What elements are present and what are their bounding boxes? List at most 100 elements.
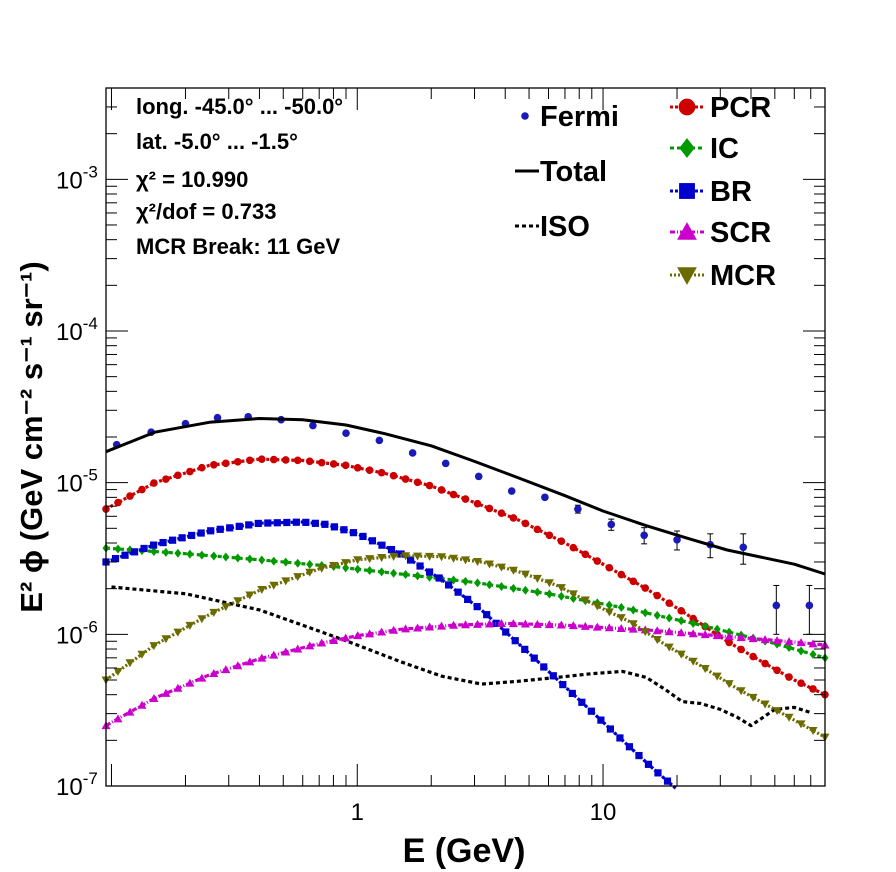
axes-layer: 1 10 10-7 10-6 10-5 10-4 10-3	[56, 87, 826, 826]
fermi-point	[342, 429, 350, 437]
pcr-marker	[437, 486, 446, 494]
scr-marker	[281, 647, 291, 656]
fermi-point	[541, 493, 549, 502]
br-marker	[292, 518, 300, 526]
pcr-marker	[293, 456, 302, 465]
pcr-marker	[533, 525, 542, 534]
br-marker	[492, 619, 500, 627]
legend-marker-shape	[677, 222, 697, 240]
ic-marker	[114, 544, 122, 554]
mcr-marker	[125, 659, 135, 668]
fermi-point	[375, 436, 384, 445]
br-marker	[644, 760, 653, 768]
pcr-marker	[641, 584, 650, 592]
br-marker	[387, 545, 396, 554]
scr-marker	[556, 620, 566, 629]
pcr-marker	[186, 467, 194, 476]
pcr-marker	[773, 666, 781, 675]
br-marker	[616, 734, 624, 742]
ic-marker	[150, 547, 158, 557]
ic-marker	[509, 583, 517, 593]
ic-marker	[366, 566, 374, 576]
y-tick-label: 10-6	[56, 617, 98, 649]
legend-label: IC	[710, 133, 739, 165]
br-marker	[654, 769, 662, 777]
legend-label: MCR	[710, 260, 776, 292]
scr-marker	[449, 620, 459, 629]
mcr-marker	[772, 707, 782, 716]
br-marker	[216, 525, 224, 533]
ic-marker	[294, 558, 302, 568]
br-marker	[378, 541, 386, 549]
scr-marker	[377, 627, 387, 636]
scr-marker	[341, 633, 351, 642]
br-marker	[359, 532, 367, 541]
legend-entry-total: Total	[515, 156, 607, 188]
br-marker	[464, 595, 472, 603]
pcr-marker	[234, 458, 242, 466]
br-marker	[587, 707, 595, 715]
scr-marker	[221, 665, 231, 674]
mcr-marker	[449, 554, 459, 563]
mcr-marker	[113, 667, 123, 676]
mcr-marker	[712, 672, 722, 681]
ic-marker	[689, 618, 697, 628]
pcr-marker	[341, 461, 350, 470]
mcr-marker	[628, 620, 638, 629]
legend-marker	[678, 98, 696, 116]
mcr-marker	[724, 680, 734, 689]
scr-marker	[496, 619, 506, 628]
br-marker	[264, 519, 272, 527]
ic-marker	[533, 587, 541, 597]
br-marker	[254, 519, 262, 528]
pcr-marker	[281, 456, 290, 464]
pcr-marker	[653, 591, 662, 600]
fermi-point	[574, 505, 582, 513]
scr-marker	[688, 629, 698, 638]
legend-label: SCR	[710, 217, 771, 249]
pcr-marker	[581, 550, 590, 559]
mcr-marker	[796, 720, 806, 729]
pcr-marker	[305, 457, 314, 466]
br-marker	[625, 743, 634, 751]
legend-entry-mcr: MCR	[670, 260, 776, 292]
pcr-marker	[509, 514, 518, 522]
mcr-marker	[461, 556, 470, 565]
pcr-marker	[198, 463, 206, 472]
mcr-marker	[257, 586, 267, 595]
scr-marker	[437, 621, 447, 630]
scr-marker	[317, 638, 327, 647]
scr-marker	[784, 637, 794, 646]
mcr-marker	[401, 552, 411, 561]
pcr-marker	[497, 509, 506, 517]
pcr-marker	[749, 652, 757, 661]
br-marker	[169, 536, 177, 544]
br-marker	[245, 521, 253, 529]
br-marker	[349, 529, 358, 537]
br-marker	[235, 522, 243, 530]
legend-label: PCR	[710, 92, 771, 124]
scr-marker	[425, 622, 435, 631]
fermi-point	[441, 459, 450, 468]
br-marker	[559, 681, 567, 689]
legend: Fermi Total ISO PCR IC BR SCR MCR	[515, 92, 776, 292]
fermi-point	[213, 413, 222, 422]
ic-marker	[198, 550, 206, 560]
br-marker	[340, 526, 348, 534]
mcr-marker	[173, 628, 183, 637]
info-line: MCR Break: 11 GeV	[136, 234, 341, 259]
scr-marker	[760, 635, 770, 644]
scr-marker	[724, 632, 734, 641]
pcr-marker	[785, 673, 793, 681]
pcr-marker	[126, 492, 134, 500]
pcr-marker	[246, 456, 254, 465]
mcr-marker	[293, 573, 303, 582]
mcr-marker	[700, 665, 710, 674]
scr-marker	[389, 625, 399, 634]
legend-entry-br: BR	[670, 176, 752, 208]
total-line	[105, 417, 826, 576]
mcr-marker	[341, 559, 351, 568]
pcr-marker	[425, 481, 434, 490]
br-marker	[368, 537, 377, 545]
br-marker	[149, 541, 158, 549]
